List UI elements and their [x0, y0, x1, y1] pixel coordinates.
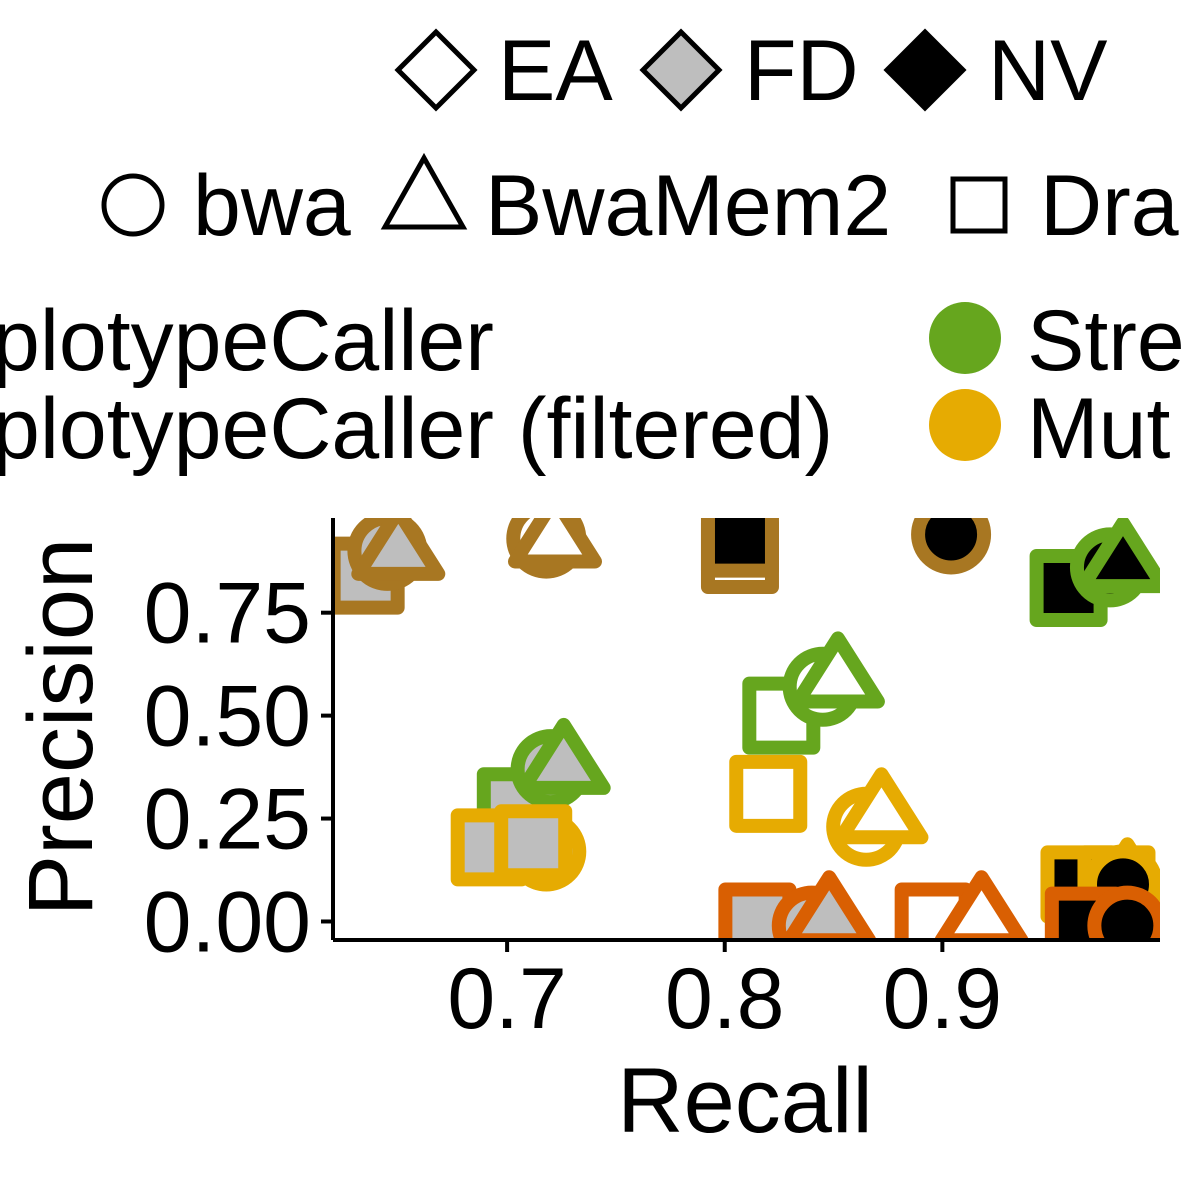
axes: 0.000.250.500.75 0.7 0.8 0.9	[144, 518, 1160, 1047]
data-point-orange-triangle-2	[782, 870, 877, 940]
data-point-brown-triangle-4	[507, 518, 602, 569]
legend-label-fd: FD	[744, 23, 859, 119]
legend-label-haplotypecaller: plotypeCaller	[0, 293, 494, 389]
y-tick-label-1: 0.25	[144, 772, 311, 868]
data-point-orange-triangle-4	[934, 870, 1029, 940]
x-axis-title: Recall	[617, 1050, 873, 1152]
data-point-gold-square-2	[494, 804, 573, 883]
legend-shape-key-dra	[950, 176, 1008, 234]
y-tick-label-0: 0.00	[144, 874, 311, 970]
x-tick-label-1: 0.8	[665, 951, 785, 1047]
legend-label-bwa: bwa	[193, 158, 351, 254]
data-point-brown-circle-7	[911, 518, 992, 575]
y-axis-title: Precision	[10, 538, 112, 916]
x-tick-label-2: 0.9	[883, 951, 1003, 1047]
legend-label-dra: Dra	[1040, 158, 1179, 254]
legend-shape-key-bwa	[101, 173, 165, 237]
legend-fill-key-nv	[883, 28, 967, 112]
plot-points	[333, 518, 1160, 940]
data-point-brown-square-6	[700, 518, 779, 578]
color-legend: plotypeCaller plotypeCaller (filtered) S…	[0, 293, 1181, 477]
fill-legend: EA FD NV	[394, 23, 1107, 119]
legend-label-mut: Mut	[1027, 381, 1170, 477]
legend-fill-key-ea	[394, 28, 478, 112]
y-tick-label-3: 0.75	[144, 566, 311, 662]
legend-label-haplotypecaller-filtered: plotypeCaller (filtered)	[0, 381, 833, 477]
data-point-green-triangle-8	[1076, 518, 1160, 594]
y-tick-label-2: 0.50	[144, 669, 311, 765]
x-tick-label-0: 0.7	[447, 951, 567, 1047]
data-point-green-triangle-5	[790, 631, 885, 709]
legend-shape-key-bwamem2	[380, 152, 468, 230]
legend-label-ea: EA	[498, 23, 613, 119]
legend-label-stre: Stre	[1027, 293, 1181, 389]
data-point-orange-circle-6	[1087, 885, 1160, 940]
legend-label-nv: NV	[988, 23, 1107, 119]
data-point-gold-square-3	[729, 754, 808, 833]
legend-fill-key-fd	[639, 28, 723, 112]
legend-label-bwamem2: BwaMem2	[485, 158, 891, 254]
legend-color-key-stre	[929, 302, 1001, 374]
data-point-green-triangle-2	[516, 717, 611, 795]
data-point-gold-triangle-5	[834, 767, 929, 845]
data-point-brown-triangle-2	[351, 518, 446, 581]
shape-legend: bwa BwaMem2 Dra	[101, 152, 1179, 254]
legend-color-key-mut	[929, 389, 1001, 461]
